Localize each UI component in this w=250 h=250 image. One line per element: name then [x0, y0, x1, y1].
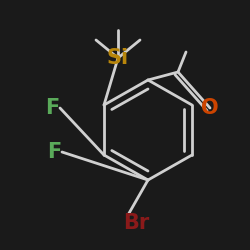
Text: F: F: [47, 142, 61, 162]
Text: O: O: [201, 98, 219, 118]
Text: F: F: [45, 98, 59, 118]
Text: Si: Si: [107, 48, 129, 68]
Text: Br: Br: [123, 213, 149, 233]
